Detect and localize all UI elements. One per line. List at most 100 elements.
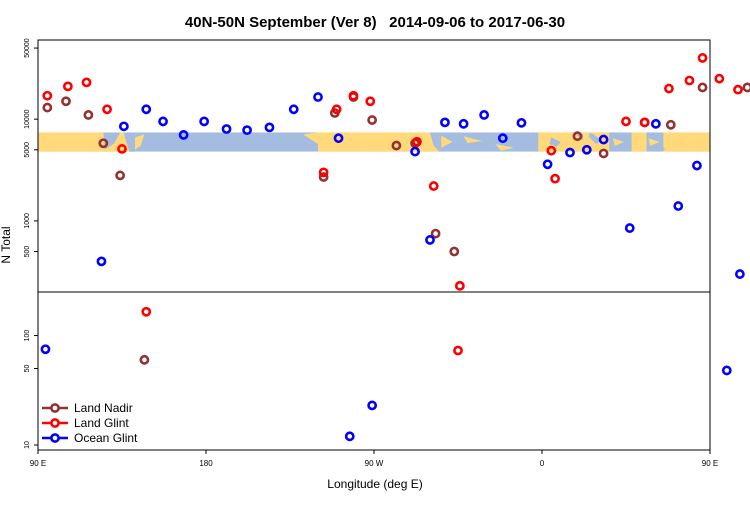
- ocean-glint-point: [673, 201, 684, 211]
- x-tick-label: 90 E: [30, 459, 46, 468]
- ocean-glint-point: [497, 133, 508, 144]
- legend-label: Land Nadir: [74, 401, 133, 415]
- land-nadir-point: [598, 148, 609, 159]
- land-nadir-point: [61, 96, 71, 107]
- ocean-glint-point: [410, 146, 420, 157]
- island-shape: [612, 138, 625, 146]
- x-tick-label: 90 W: [365, 459, 384, 468]
- coast-shape: [588, 132, 602, 144]
- lower-panel-frame: [37, 291, 711, 451]
- ocean-glint-point: [692, 160, 702, 171]
- coast-shape: [430, 132, 440, 152]
- land-segment: [710, 132, 750, 151]
- land-glint-point: [733, 84, 743, 95]
- land-nadir-point: [318, 172, 329, 182]
- island-shape: [441, 135, 453, 148]
- upper-y-tick-label: 50000: [24, 38, 31, 58]
- land-glint-point: [454, 280, 465, 291]
- upper-y-tick-label: 10000: [24, 109, 31, 129]
- ocean-glint-point: [288, 104, 299, 115]
- ocean-glint-point: [479, 110, 490, 120]
- land-glint-point: [141, 306, 152, 317]
- data-points: [40, 53, 750, 442]
- land-glint-point: [117, 144, 127, 154]
- land-glint-point: [42, 90, 53, 101]
- coast-shape: [123, 132, 136, 152]
- ocean-glint-point: [581, 144, 592, 155]
- land-glint-point: [453, 345, 463, 356]
- land-glint-point: [684, 75, 695, 86]
- ocean-glint-point: [333, 133, 344, 144]
- land-nadir-point: [449, 246, 460, 257]
- land-nadir-point: [42, 102, 53, 113]
- ocean-glint-point: [178, 130, 189, 140]
- legend-item-land-nadir: Land Nadir: [42, 401, 133, 415]
- island-shape: [135, 134, 145, 150]
- ocean-glint-point: [118, 121, 129, 132]
- ocean-glint-point: [242, 125, 252, 136]
- ocean-glint-point: [734, 269, 745, 279]
- series-ocean-glint: [40, 92, 745, 442]
- ocean-glint-point: [598, 134, 609, 145]
- land-segment: [318, 132, 440, 152]
- ocean-glint-point: [264, 122, 275, 133]
- land-glint-point: [81, 77, 92, 88]
- chart-title: 40N-50N September (Ver 8) 2014-09-06 to …: [185, 14, 565, 31]
- land-segment: [38, 132, 136, 152]
- ocean-glint-point: [542, 159, 553, 170]
- island-shape: [463, 136, 483, 143]
- land-glint-point: [365, 96, 376, 107]
- land-nadir-point: [367, 115, 378, 125]
- land-nadir-point: [430, 228, 441, 239]
- ocean-glint-point: [565, 147, 575, 158]
- land-nadir-point: [665, 119, 676, 130]
- land-glint-point: [102, 104, 112, 115]
- land-glint-point: [639, 117, 650, 128]
- land-glint-point: [331, 104, 342, 115]
- coast-shape: [655, 141, 666, 152]
- ocean-glint-point: [344, 431, 355, 442]
- land-glint-point: [348, 90, 359, 101]
- land-nadir-point: [742, 82, 750, 93]
- land-glint-point: [664, 83, 674, 94]
- coast-shape: [549, 137, 561, 147]
- land-glint-point: [62, 81, 73, 92]
- legend-marker: [50, 418, 60, 428]
- land-nadir-point: [98, 138, 109, 149]
- ocean-glint-point: [199, 116, 210, 127]
- lower-y-tick-label: 100: [24, 330, 31, 342]
- legend-label: Ocean Glint: [74, 431, 138, 445]
- x-axis-label: Longitude (deg E): [327, 477, 422, 491]
- legend-label: Land Glint: [74, 416, 129, 430]
- land-glint-point: [550, 173, 560, 184]
- land-glint-point: [428, 181, 439, 191]
- ocean-glint-point: [650, 118, 661, 129]
- ocean-glint-point: [367, 400, 378, 411]
- legend-marker: [50, 403, 60, 413]
- land-glint-point: [412, 136, 422, 147]
- land-nadir-point: [115, 170, 126, 181]
- ocean-glint-point: [313, 92, 323, 102]
- legend-item-ocean-glint: Ocean Glint: [42, 431, 138, 445]
- axes: 90 E 180 90 W 0 90 E 500 1000 5000 10000 50000 10 5…: [24, 38, 718, 468]
- series-land-glint: [42, 53, 743, 356]
- land-segment: [663, 132, 710, 152]
- land-nadir-point: [83, 110, 94, 120]
- y-axis-label: N Total: [0, 226, 13, 263]
- land-glint-point: [697, 53, 708, 63]
- land-segment: [631, 132, 647, 152]
- upper-y-tick-label: 5000: [24, 142, 31, 158]
- ocean-glint-point: [158, 116, 168, 127]
- ocean-glint-point: [96, 256, 107, 267]
- land-glint-point: [621, 116, 631, 127]
- legend-item-land-glint: Land Glint: [42, 416, 129, 430]
- land-glint-point: [546, 145, 557, 156]
- island-shape: [303, 132, 318, 144]
- x-tick-label: 180: [199, 459, 213, 468]
- land-nadir-point: [572, 131, 583, 142]
- upper-panel-frame: [37, 39, 711, 293]
- ocean-glint-point: [440, 117, 450, 128]
